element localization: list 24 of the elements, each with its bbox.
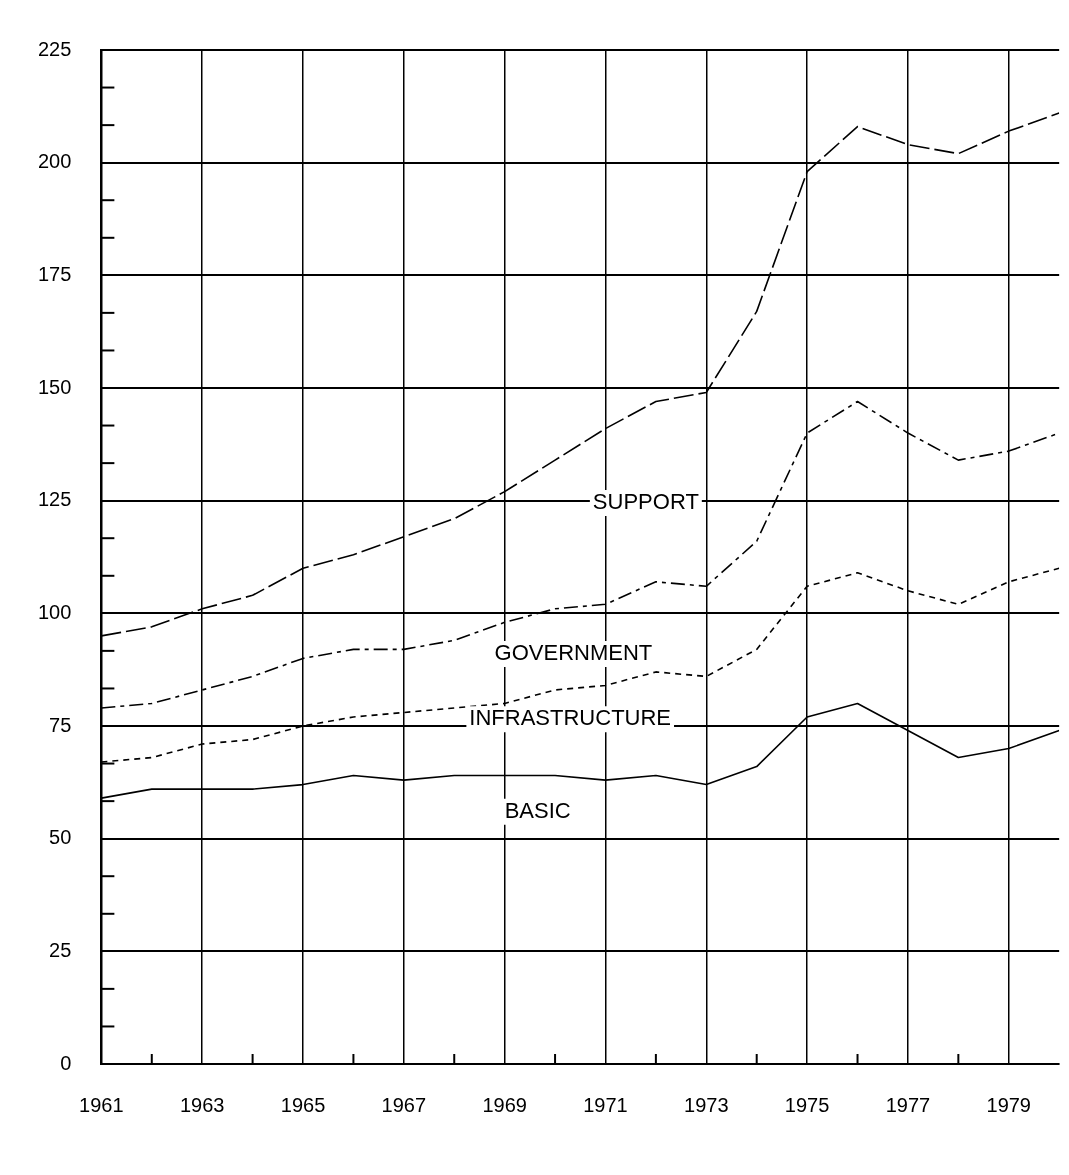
x-tick-label: 1977: [885, 1093, 931, 1116]
x-tick-label: 1961: [79, 1093, 124, 1116]
x-tick-label: 1973: [684, 1093, 729, 1116]
x-tick-label: 1971: [583, 1093, 628, 1116]
x-tick-label: 1969: [482, 1093, 527, 1116]
x-tick-label: 1965: [280, 1093, 326, 1116]
y-tick-label: 75: [49, 713, 72, 736]
y-tick-label: 175: [37, 262, 72, 285]
x-tick-label: 1967: [381, 1093, 427, 1116]
y-tick-label: 50: [49, 826, 72, 849]
x-tick-label: 1979: [986, 1093, 1031, 1116]
series-label: INFRASTRUCTURE: [469, 705, 672, 731]
y-tick-label: 225: [37, 37, 72, 60]
x-tick-label: 1975: [784, 1093, 830, 1116]
series-label: GOVERNMENT: [494, 639, 653, 665]
y-tick-label: 100: [37, 600, 72, 623]
text: SUPPORT: [592, 488, 699, 514]
y-tick-label: 125: [37, 488, 72, 511]
y-tick-label: 200: [37, 150, 72, 173]
y-tick-label: 25: [49, 938, 72, 961]
y-tick-label: 0: [60, 1051, 72, 1074]
series-label: BASIC: [504, 797, 571, 823]
x-tick-label: 1963: [179, 1093, 225, 1116]
y-tick-label: 150: [37, 375, 72, 398]
